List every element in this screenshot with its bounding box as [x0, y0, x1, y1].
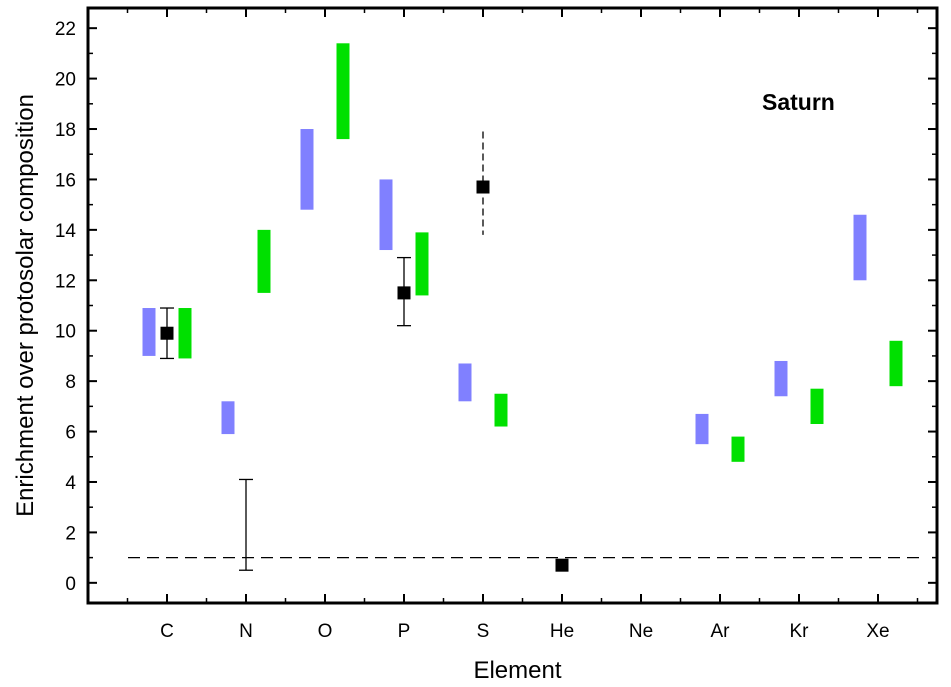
model-a-range-bar: [379, 179, 393, 251]
y-tick-label: 8: [65, 372, 76, 393]
observed-point: [476, 180, 490, 194]
y-tick-label: 16: [55, 170, 76, 191]
y-tick-label: 2: [65, 523, 76, 544]
model-b-range-bar: [178, 308, 192, 359]
model-a-range-bar: [853, 214, 867, 281]
y-axis-title: Enrichment over protosolar composition: [12, 94, 39, 517]
model-a-range-bar: [142, 308, 156, 356]
x-tick-label: Ar: [711, 621, 731, 642]
y-tick-labels: 0 2 4 6 8 10 12 14 16 18 20 22: [55, 19, 77, 595]
model-b-range-bar: [889, 340, 903, 387]
x-tick-label: He: [550, 621, 574, 642]
x-tick-label: P: [398, 621, 411, 642]
model-a-range-bar: [458, 363, 472, 402]
x-tick-label: N: [239, 621, 253, 642]
x-tick-label: S: [477, 621, 490, 642]
observed-points: [160, 131, 569, 572]
y-tick-label: 10: [55, 322, 76, 343]
y-tick-label: 6: [65, 423, 76, 444]
y-tick-label: 4: [65, 473, 76, 494]
model-a-range-bar: [300, 129, 314, 210]
x-tick-label: Ne: [629, 621, 653, 642]
model-b-range-bar: [336, 43, 350, 140]
observed-point: [160, 326, 174, 340]
planet-annotation: Saturn: [762, 89, 835, 115]
x-tick-label: O: [318, 621, 333, 642]
x-tick-label: Kr: [790, 621, 810, 642]
plot-frame: [86, 6, 939, 605]
observed-point: [555, 558, 569, 572]
model-ranges: [142, 43, 903, 462]
y-tick-label: 12: [55, 271, 76, 292]
x-tick-label: C: [160, 621, 174, 642]
x-tick-labels: C N O P S He Ne Ar Kr Xe: [160, 621, 889, 642]
y-tick-label: 18: [55, 120, 76, 141]
model-b-range-bar: [257, 229, 271, 293]
model-b-range-bar: [494, 393, 508, 427]
model-b-range-bar: [415, 232, 429, 296]
model-a-range-bar: [774, 360, 788, 397]
model-a-range-bar: [695, 413, 709, 445]
y-tick-label: 14: [55, 221, 77, 242]
y-tick-label: 22: [55, 19, 76, 40]
x-tick-label: Xe: [866, 621, 889, 642]
model-b-range-bar: [731, 436, 745, 462]
observed-point: [397, 286, 411, 300]
x-axis-title: Element: [473, 657, 561, 684]
model-a-range-bar: [221, 401, 235, 435]
y-tick-label: 0: [65, 574, 76, 595]
model-b-range-bar: [810, 388, 824, 424]
y-tick-label: 20: [55, 70, 76, 91]
